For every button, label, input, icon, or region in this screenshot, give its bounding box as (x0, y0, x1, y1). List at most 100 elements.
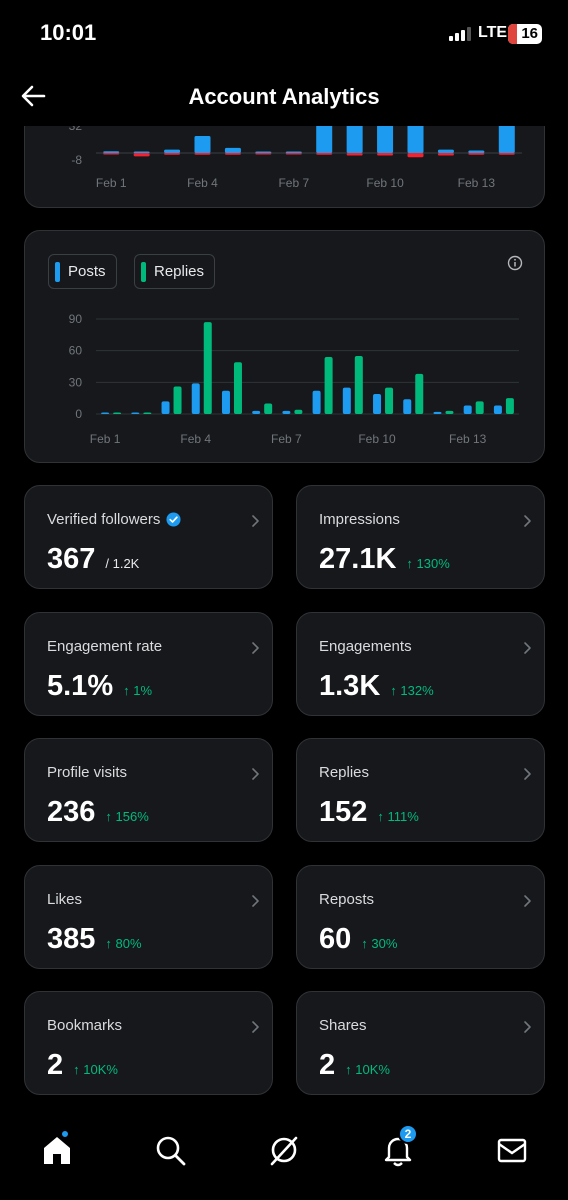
metric-label-text: Replies (319, 764, 370, 781)
chart1-bar-positive (316, 117, 333, 153)
chart1-bar-negative (316, 153, 333, 155)
metric-label-text: Bookmarks (47, 1017, 123, 1034)
chart2-bar-posts (312, 390, 321, 414)
posts-replies-chart-card: Posts Replies 90 60 30 0 Feb 1 Feb 4 Feb 7 Feb … (24, 230, 545, 463)
metric-label: Bookmarks (47, 1017, 122, 1034)
nav-notifications[interactable]: 2 (380, 1124, 418, 1168)
metric-card-verified-followers[interactable]: Verified followers 367 / 1.2K (24, 485, 273, 589)
nav-grok[interactable] (266, 1132, 302, 1168)
metric-value: 2 (47, 1049, 64, 1081)
metric-value: 236 (47, 796, 96, 828)
metric-card-likes[interactable]: Likes 385 ↑ 80% (24, 865, 273, 969)
chart2-ytick-label: 60 (69, 344, 83, 358)
chart2-bar-replies (505, 398, 514, 414)
metric-card-impressions[interactable]: Impressions 27.1K ↑ 130% (296, 485, 545, 589)
home-icon (44, 1137, 70, 1164)
legend-replies-toggle[interactable]: Replies (134, 254, 216, 289)
metric-label-text: Profile visits (47, 764, 128, 781)
chevron-right-icon (524, 515, 531, 527)
nav-messages[interactable] (494, 1132, 530, 1168)
metric-value-row: 152 ↑ 111% (319, 796, 419, 829)
chart1-bar-negative (498, 153, 515, 155)
metric-value-row: 2 ↑ 10K% (319, 1049, 390, 1082)
chart2-bar-posts (252, 410, 261, 414)
chevron-right-icon (524, 1021, 531, 1033)
chart2-bar-posts (191, 383, 200, 414)
page-title: Account Analytics (188, 84, 380, 109)
metric-card-engagement-rate[interactable]: Engagement rate 5.1% ↑ 1% (24, 612, 273, 716)
chart1-bar-positive (133, 151, 150, 153)
metric-label-text: Engagements (319, 638, 412, 655)
grok-icon (270, 1136, 298, 1166)
metric-card-shares[interactable]: Shares 2 ↑ 10K% (296, 991, 545, 1095)
chart1-ytick-label: -8 (71, 153, 82, 167)
metric-change: ↑ 80% (105, 936, 142, 951)
mail-icon (497, 1138, 527, 1163)
metric-card-reposts[interactable]: Reposts 60 ↑ 30% (296, 865, 545, 969)
metric-card-replies[interactable]: Replies 152 ↑ 111% (296, 738, 545, 842)
chart1-bar-negative (468, 153, 485, 155)
metric-card-profile-visits[interactable]: Profile visits 236 ↑ 156% (24, 738, 273, 842)
arrow-left-icon (21, 85, 46, 107)
metric-value: 385 (47, 923, 96, 955)
chart2-ytick-label: 90 (69, 312, 83, 326)
chart2-bar-posts (131, 412, 140, 414)
chart1-xtick-label: Feb 13 (458, 176, 496, 190)
chart2-ytick-label: 30 (69, 375, 83, 389)
chart2-bar-replies (203, 322, 212, 414)
nav-home[interactable] (39, 1129, 75, 1168)
chart2-bar-replies (445, 410, 454, 414)
metric-change: ↑ 132% (390, 683, 434, 698)
chart2-bar-posts (342, 387, 351, 414)
metric-label: Replies (319, 764, 369, 781)
status-bar: 10:01 LTE 16 (0, 0, 568, 70)
app-header: Account Analytics (0, 70, 568, 126)
metric-card-engagements[interactable]: Engagements 1.3K ↑ 132% (296, 612, 545, 716)
chart1-bar-positive (498, 124, 515, 153)
chart1-bar-positive (468, 150, 485, 153)
chart1-bar-negative (255, 153, 272, 155)
info-icon[interactable] (507, 255, 523, 271)
battery-icon: 16 (508, 24, 542, 44)
metric-value-row: 5.1% ↑ 1% (47, 670, 152, 703)
notification-badge: 2 (398, 1124, 418, 1144)
metric-value-row: 367 / 1.2K (47, 543, 139, 576)
chart2-bar-posts (161, 401, 170, 414)
chart2-xtick-label: Feb 10 (358, 432, 396, 446)
metric-value-row: 27.1K ↑ 130% (319, 543, 450, 576)
chevron-right-icon (252, 768, 259, 780)
chart2-ytick-label: 0 (75, 407, 82, 421)
metric-label-text: Verified followers (47, 511, 161, 528)
legend-posts-toggle[interactable]: Posts (48, 254, 117, 289)
chart1-bar-positive (255, 151, 272, 153)
chart2-bar-replies (324, 357, 333, 414)
metric-label-text: Reposts (319, 891, 375, 908)
chart1-bar-negative (285, 153, 302, 155)
chevron-right-icon (524, 642, 531, 654)
metric-value: 5.1% (47, 670, 114, 702)
nav-search[interactable] (152, 1132, 188, 1168)
chart1-bar-positive (194, 136, 211, 153)
verified-badge-icon (166, 512, 181, 527)
metric-label-text: Engagement rate (47, 638, 163, 655)
search-icon (156, 1136, 186, 1166)
metric-value: 367 (47, 543, 96, 575)
metric-label-text: Shares (319, 1017, 367, 1034)
chart2-xtick-label: Feb 13 (449, 432, 487, 446)
back-button[interactable] (18, 82, 50, 110)
posts-replies-chart: 90 60 30 0 Feb 1 Feb 4 Feb 7 Feb 10 Feb 13 (69, 312, 519, 446)
chart1-bar-negative (194, 153, 211, 155)
metric-value-row: 236 ↑ 156% (47, 796, 149, 829)
chart1-xtick-label: Feb 1 (96, 176, 127, 190)
metric-value-row: 2 ↑ 10K% (47, 1049, 118, 1082)
chart2-bar-replies (113, 412, 122, 414)
chart2-bar-replies (233, 362, 242, 414)
chart1-bar-positive (224, 147, 241, 153)
chart2-bar-replies (354, 355, 363, 414)
metric-label: Verified followers (47, 511, 181, 528)
chart1-bar-negative (437, 153, 454, 156)
metric-card-bookmarks[interactable]: Bookmarks 2 ↑ 10K% (24, 991, 273, 1095)
chart1-bar-negative (377, 153, 394, 156)
metric-change: ↑ 10K% (345, 1062, 390, 1077)
signal-icon (449, 27, 471, 41)
